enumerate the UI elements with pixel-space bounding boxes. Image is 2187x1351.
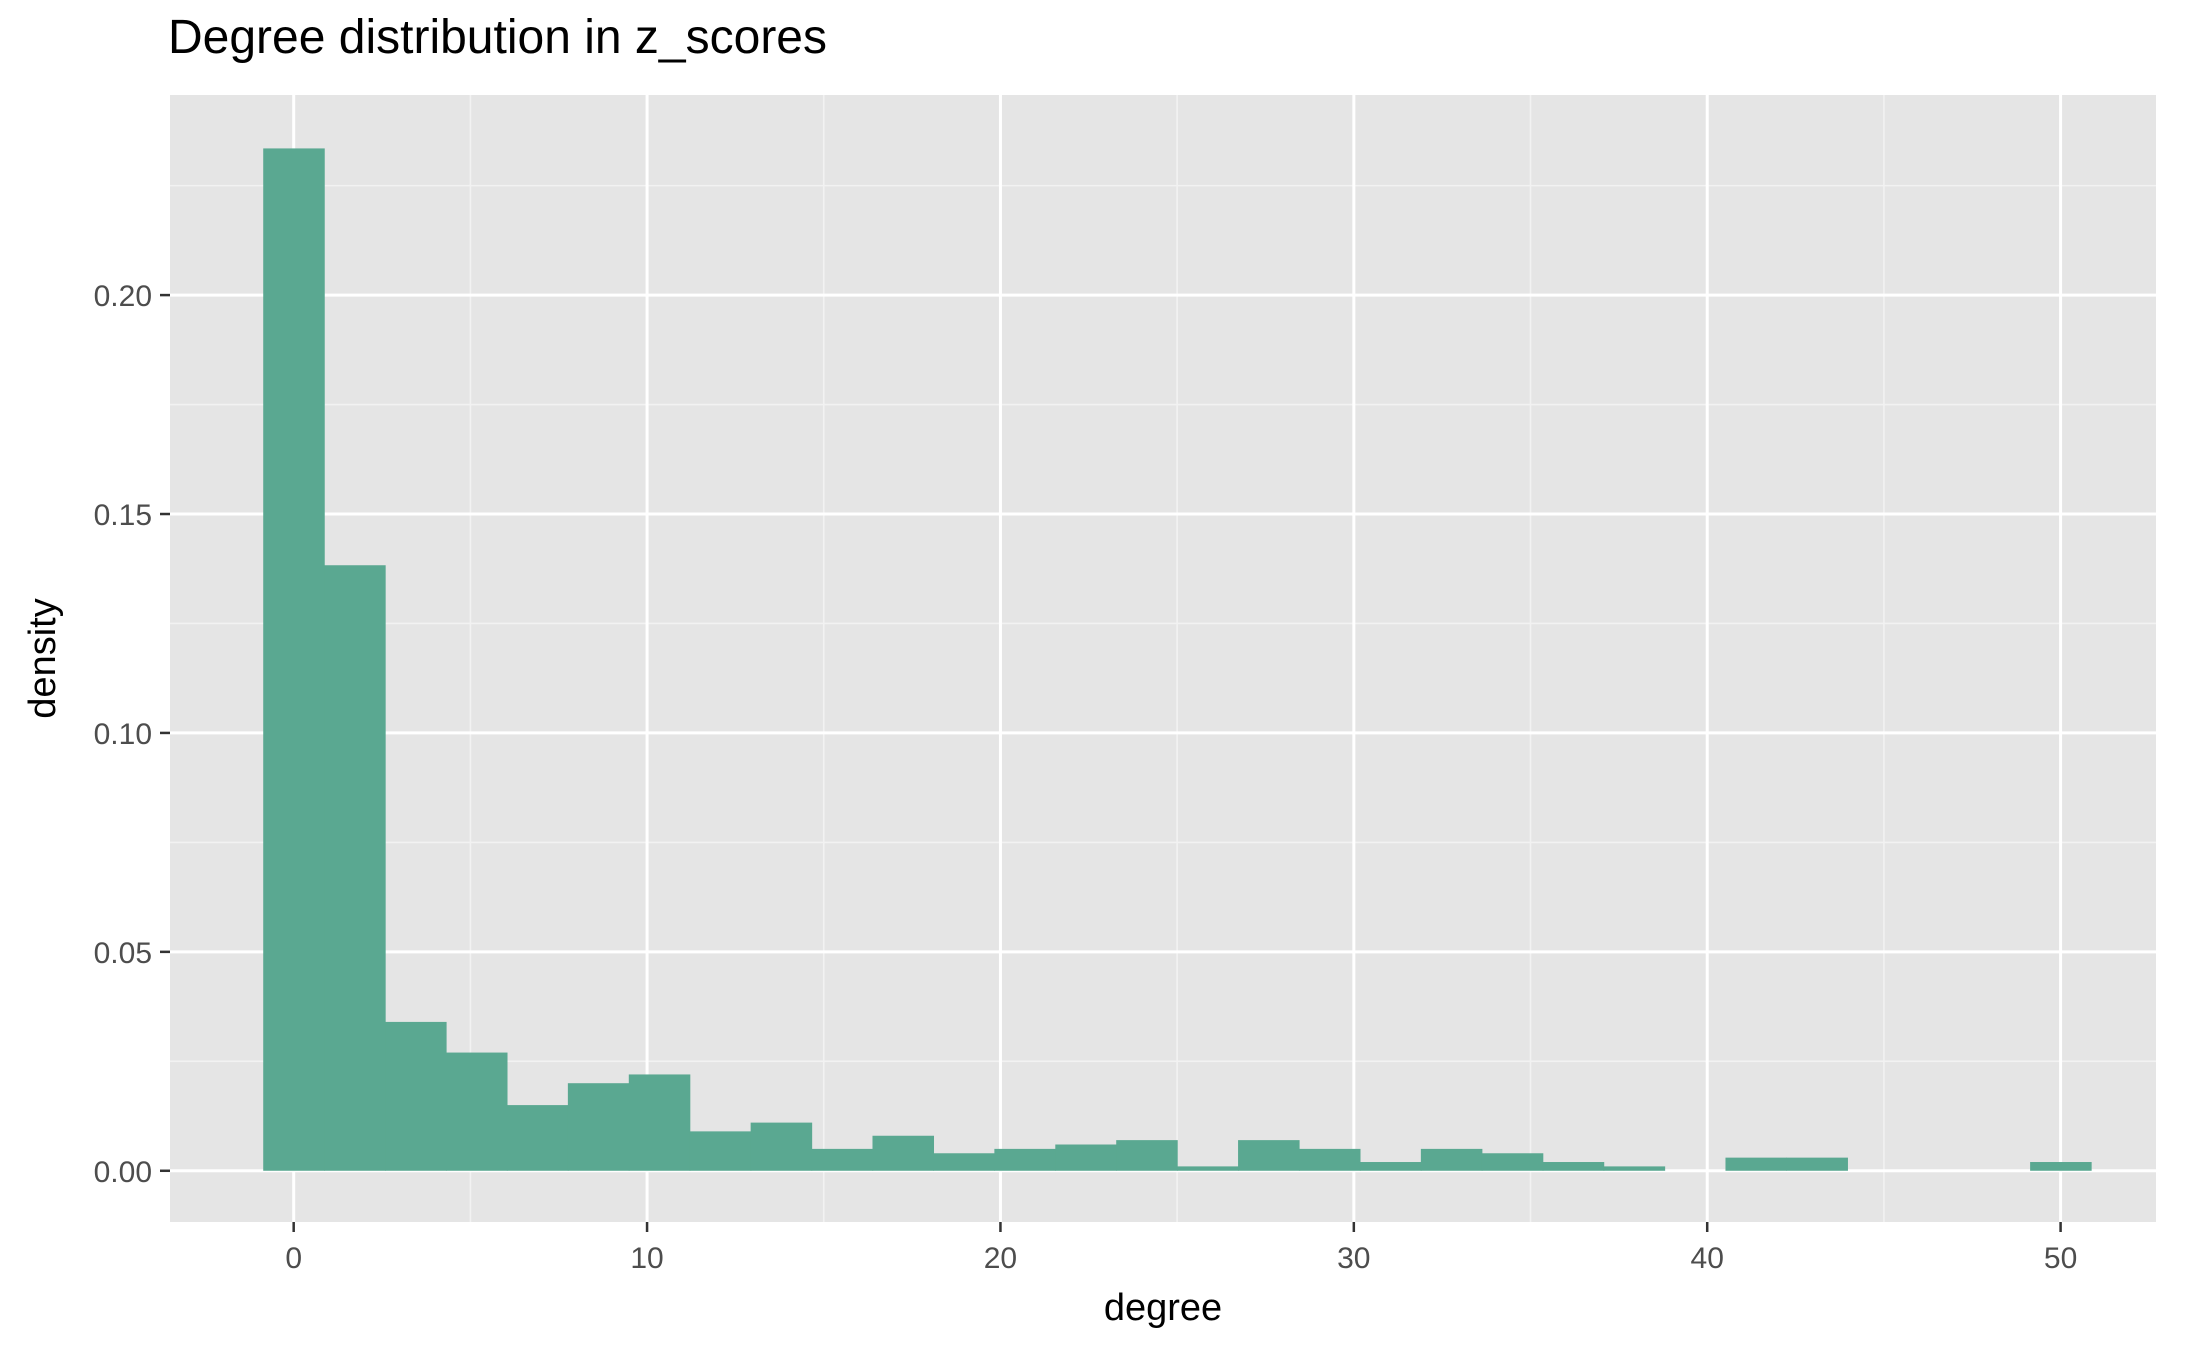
histogram-bar (1238, 1140, 1300, 1171)
histogram-bar (1298, 1148, 1361, 1171)
x-tick-label: 10 (630, 1242, 663, 1275)
y-axis-title: density (22, 598, 64, 718)
histogram-bar (1177, 1166, 1239, 1171)
y-axis: 0.00 0.05 0.10 0.15 0.20 (94, 280, 170, 1189)
histogram-bar (933, 1153, 995, 1171)
histogram-bar (1786, 1157, 1848, 1171)
histogram-bar (811, 1148, 874, 1171)
chart-title: Degree distribution in z_scores (168, 11, 827, 64)
histogram-bar (1116, 1140, 1178, 1171)
histogram-bar (506, 1105, 569, 1171)
histogram-bar (445, 1052, 508, 1171)
histogram-bar (1542, 1162, 1605, 1171)
histogram-bar (1725, 1157, 1787, 1171)
y-tick-label: 0.00 (94, 1156, 152, 1189)
y-tick-label: 0.10 (94, 718, 152, 751)
histogram-bar (324, 565, 386, 1171)
histogram-bar (1420, 1148, 1483, 1171)
y-tick-label: 0.05 (94, 937, 152, 970)
histogram-bar (872, 1135, 935, 1171)
x-tick-label: 0 (285, 1242, 302, 1275)
histogram-bar (263, 148, 325, 1171)
y-tick-label: 0.20 (94, 280, 152, 313)
histogram-bar (385, 1021, 447, 1171)
x-tick-label: 30 (1337, 1242, 1370, 1275)
histogram-bar (628, 1074, 691, 1171)
histogram-bar (1359, 1162, 1422, 1171)
plot-panel (170, 95, 2156, 1222)
histogram-bar (689, 1131, 752, 1171)
histogram-bar (750, 1122, 813, 1171)
x-tick-label: 50 (2044, 1242, 2077, 1275)
histogram-bar (1603, 1166, 1666, 1171)
histogram-bar (567, 1083, 630, 1171)
x-axis: 0 10 20 30 40 50 (285, 1222, 2077, 1275)
y-tick-label: 0.15 (94, 499, 152, 532)
histogram-bars (263, 148, 2092, 1171)
histogram-bar (1481, 1153, 1544, 1171)
histogram-bar (994, 1148, 1056, 1171)
x-tick-label: 40 (1691, 1242, 1724, 1275)
histogram-bar (2030, 1162, 2092, 1171)
x-axis-title: degree (1104, 1287, 1222, 1329)
histogram-bar (1055, 1144, 1117, 1171)
x-tick-label: 20 (984, 1242, 1017, 1275)
